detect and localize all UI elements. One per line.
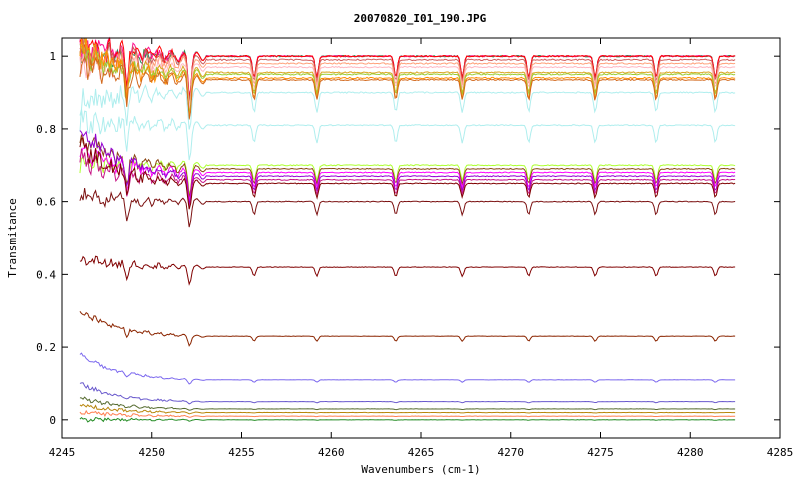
series-line-6 — [79, 37, 736, 115]
series-line-23 — [79, 396, 736, 411]
chart-title: 20070820_I01_190.JPG — [354, 12, 487, 25]
x-tick-label-1: 4250 — [139, 446, 166, 459]
series-line-9 — [79, 56, 736, 120]
y-tick-label-3: 0.6 — [36, 196, 56, 209]
y-tick-label-1: 0.2 — [36, 341, 56, 354]
series-layer — [79, 36, 736, 423]
y-tick-label-2: 0.4 — [36, 268, 56, 281]
y-axis-label: Transmitance — [6, 198, 19, 277]
axis-layer: 4245 4250 4255 4260 4265 4270 4275 4280 4285 0 0.2… — [36, 38, 793, 459]
x-tick-label-8: 4285 — [767, 446, 794, 459]
x-tick-label-0: 4245 — [49, 446, 76, 459]
series-line-26 — [79, 416, 736, 423]
x-tick-label-2: 4255 — [228, 446, 255, 459]
y-tick-label-5: 1 — [49, 50, 56, 63]
series-line-17 — [79, 137, 736, 210]
series-line-18 — [79, 187, 736, 228]
series-line-20 — [79, 310, 736, 347]
series-line-4 — [79, 49, 736, 107]
series-line-10 — [79, 83, 736, 130]
y-tick-label-4: 0.8 — [36, 123, 56, 136]
series-line-2 — [79, 37, 736, 100]
series-line-11 — [79, 108, 736, 161]
series-line-19 — [79, 255, 736, 286]
series-line-15 — [79, 130, 736, 205]
x-tick-label-6: 4275 — [587, 446, 614, 459]
series-line-21 — [79, 352, 736, 385]
x-tick-label-3: 4260 — [318, 446, 345, 459]
x-tick-label-5: 4270 — [498, 446, 525, 459]
series-line-25 — [79, 409, 736, 418]
y-tick-label-0: 0 — [49, 414, 56, 427]
series-line-14 — [79, 145, 736, 201]
x-tick-label-4: 4265 — [408, 446, 435, 459]
series-line-24 — [79, 403, 736, 415]
x-axis-label: Wavenumbers (cm-1) — [361, 463, 480, 476]
series-line-12 — [79, 154, 736, 195]
x-tick-label-7: 4280 — [677, 446, 704, 459]
series-line-3 — [79, 38, 736, 101]
series-line-22 — [79, 382, 736, 405]
